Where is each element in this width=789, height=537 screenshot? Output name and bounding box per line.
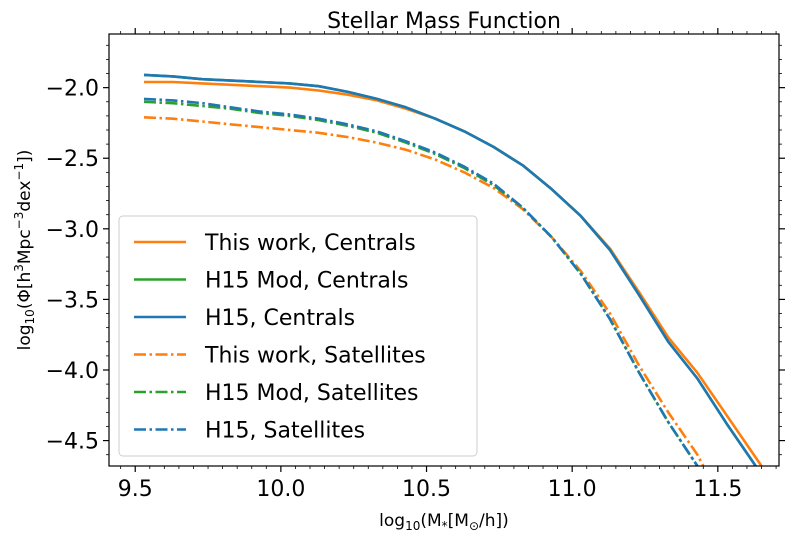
x-axis-label: log10(M*[M⊙/h]) (379, 511, 509, 533)
legend-box (118, 215, 478, 457)
y-axis-label: log10(Φ[h3Mpc−3dex−1]) (12, 150, 37, 351)
y-tick-label: −2.5 (46, 147, 99, 172)
y-tick-label: −4.5 (46, 430, 99, 455)
legend-label-6: H15, Satellites (205, 419, 365, 444)
x-tick-label: 10.5 (402, 477, 451, 502)
legend-label-1: This work, Centrals (204, 231, 416, 256)
x-tick-label: 11.0 (548, 477, 597, 502)
tick-labels: 9.5 10.0 10.5 11.0 11.5 −2.0 −2.5 −3.0 −3.5 −4.0 −… (46, 77, 743, 502)
plot-frame (108, 33, 780, 467)
y-tick-label: −4.0 (46, 359, 99, 384)
legend-label-4: This work, Satellites (204, 344, 426, 369)
series-line-4 (143, 116, 705, 466)
y-tick-label: −2.0 (46, 77, 99, 102)
legend: This work, Centrals H15 Mod, Centrals H15,… (118, 215, 478, 457)
x-tick-label: 9.5 (118, 477, 153, 502)
legend-label-2: H15 Mod, Centrals (205, 269, 409, 294)
x-tick-label: 10.0 (256, 477, 305, 502)
y-tick-label: −3.5 (46, 288, 99, 313)
x-tick-label: 11.5 (693, 477, 742, 502)
legend-label-5: H15 Mod, Satellites (205, 381, 419, 406)
series-line-5 (143, 100, 699, 466)
series-layer (143, 73, 763, 466)
series-line-6 (143, 97, 699, 466)
y-tick-label: −3.0 (46, 218, 99, 243)
legend-label-3: H15, Centrals (205, 306, 355, 331)
series-line-3 (143, 73, 757, 466)
chart-title: Stellar Mass Function (327, 9, 561, 34)
